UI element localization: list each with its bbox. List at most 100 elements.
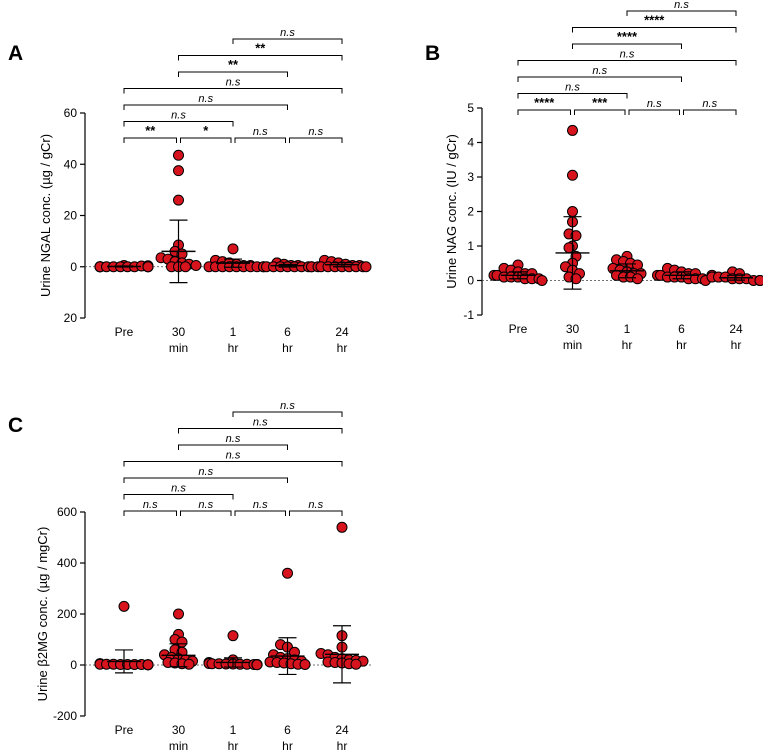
y-tick-label: 2	[467, 205, 474, 219]
significance-bracket	[123, 510, 177, 516]
significance-label: **	[145, 123, 156, 138]
significance-label: n.s	[565, 82, 580, 94]
significance-label: ****	[617, 29, 638, 44]
significance-label: ***	[592, 95, 608, 110]
y-tick-label: -1	[463, 308, 474, 322]
panel-b: B 5 4 3 2 1 0 -1 Urine NAG conc. (IU / gCr) Pre 3…	[425, 0, 763, 352]
panel-label: A	[8, 42, 23, 65]
data-point	[570, 273, 582, 285]
significance-bracket	[178, 55, 343, 61]
y-tick-label: 4	[467, 136, 474, 150]
significance-bracket	[572, 43, 682, 49]
significance-label: ****	[534, 95, 555, 110]
x-category-label: 24	[335, 723, 349, 737]
significance-bracket	[232, 411, 343, 417]
x-category-label: Pre	[115, 325, 134, 339]
significance-bracket	[574, 109, 626, 115]
significance-bracket	[572, 27, 737, 33]
significance-label: n.s	[253, 126, 268, 138]
x-category-label: 24	[335, 325, 349, 339]
significance-bracket	[180, 137, 232, 143]
significance-bracket	[232, 38, 343, 44]
significance-bracket	[123, 137, 177, 143]
significance-label: *	[203, 123, 209, 138]
significance-bracket	[123, 461, 343, 467]
significance-label: n.s	[702, 98, 717, 110]
data-point	[183, 658, 195, 670]
significance-bracket	[517, 93, 628, 99]
y-tick-label: 60	[64, 106, 78, 120]
data-point	[227, 243, 239, 255]
significance-label: n.s	[592, 65, 607, 77]
data-point	[350, 658, 362, 670]
significance-label: n.s	[308, 126, 323, 138]
y-tick-label: 600	[57, 505, 77, 519]
x-category-label: min	[169, 739, 188, 751]
data-point	[173, 149, 184, 161]
x-category-label: hr	[337, 341, 348, 355]
significance-label: n.s	[226, 450, 241, 462]
data-point	[567, 169, 578, 181]
significance-bracket	[628, 109, 680, 115]
x-category-label: 6	[678, 322, 685, 336]
data-point	[567, 206, 578, 217]
significance-bracket	[234, 137, 286, 143]
y-tick-label: 200	[57, 607, 77, 621]
significance-bracket	[234, 510, 286, 516]
data-point	[282, 567, 293, 579]
panel-label: C	[8, 414, 23, 437]
significance-bracket	[517, 60, 737, 66]
y-tick-label: 20	[64, 209, 78, 223]
x-category-label: hr	[622, 338, 633, 352]
data-point	[190, 259, 202, 271]
significance-label: n.s	[253, 499, 268, 511]
significance-bracket	[178, 71, 288, 77]
significance-label: n.s	[280, 27, 295, 39]
x-category-label: 30	[172, 723, 186, 737]
data-point	[173, 194, 184, 206]
x-category-label: 30	[566, 322, 580, 336]
data-point	[142, 261, 154, 273]
y-tick-label: 1	[467, 239, 474, 253]
significance-label: n.s	[280, 400, 295, 412]
x-category-label: 24	[729, 322, 743, 336]
x-category-label: hr	[676, 338, 687, 352]
y-tick-label: 40	[64, 157, 78, 171]
x-category-label: Pre	[115, 723, 134, 737]
x-category-label: 1	[624, 322, 631, 336]
y-axis-title: Urine NGAL conc. (µg / gCr)	[38, 134, 53, 297]
x-category-label: Pre	[509, 322, 528, 336]
y-tick-label: 3	[467, 170, 474, 184]
significance-label: **	[228, 57, 239, 72]
data-point	[360, 261, 372, 273]
significance-label: n.s	[198, 499, 213, 511]
y-tick-label: -200	[53, 709, 77, 723]
significance-label: n.s	[226, 77, 241, 89]
data-point	[336, 521, 348, 533]
data-point	[173, 165, 184, 177]
significance-bracket	[123, 494, 234, 500]
y-tick-label: 5	[467, 101, 474, 115]
significance-label: n.s	[171, 110, 186, 122]
significance-bracket	[517, 76, 682, 82]
x-category-label: hr	[228, 341, 239, 355]
significance-label: n.s	[226, 433, 241, 445]
significance-label: ****	[644, 13, 665, 28]
x-category-label: 6	[284, 723, 291, 737]
significance-label: n.s	[198, 466, 213, 478]
panel-a: A 60 40 20 0 20 Urine NGAL conc. (µg / gCr) Pr…	[8, 27, 372, 355]
x-category-label: hr	[228, 739, 239, 751]
significance-label: n.s	[171, 483, 186, 495]
data-point	[567, 124, 578, 136]
significance-bracket	[626, 10, 737, 16]
significance-label: n.s	[308, 499, 323, 511]
x-category-label: 30	[172, 325, 186, 339]
significance-bracket	[180, 510, 232, 516]
significance-bracket	[123, 477, 288, 483]
significance-label: n.s	[620, 49, 635, 61]
data-point	[632, 273, 643, 285]
significance-bracket	[178, 428, 343, 434]
y-tick-label: 0	[70, 260, 77, 274]
data-point	[173, 608, 184, 620]
